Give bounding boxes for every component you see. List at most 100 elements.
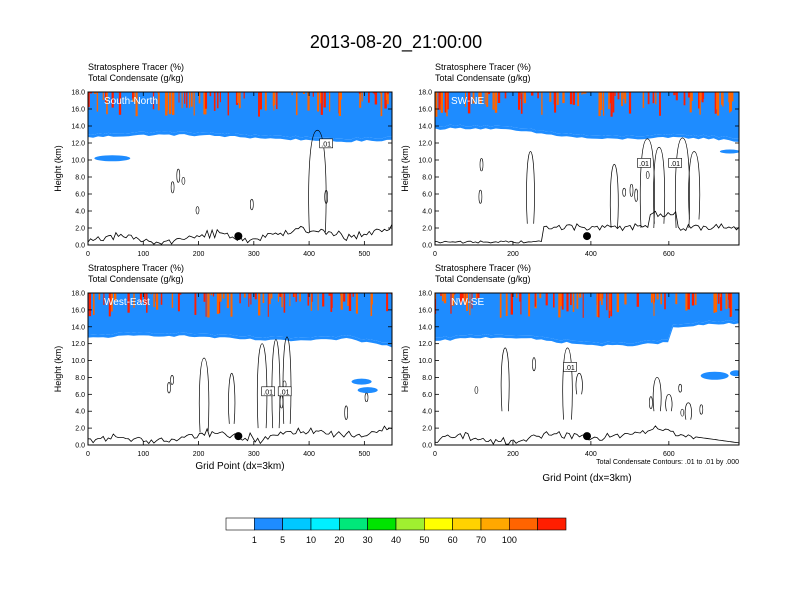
y-tick-label: 12.0: [418, 341, 432, 348]
colorbar-label: 50: [419, 535, 429, 545]
colorbar-label: 10: [306, 535, 316, 545]
y-tick-label: 10.0: [71, 158, 85, 165]
y-tick-label: 2.0: [422, 426, 432, 433]
condensate-contour-small: [649, 396, 653, 410]
condensate-contour-small: [474, 386, 479, 395]
y-tick-label: 16.0: [71, 107, 85, 114]
tracer-blob: [94, 155, 131, 162]
tracer-blob: [357, 387, 378, 394]
condensate-contour: [526, 151, 535, 224]
contour-label-box: [261, 386, 275, 397]
y-tick-label: 2.0: [75, 426, 85, 433]
panel-name: South-North: [104, 96, 158, 107]
y-tick-label: 2.0: [75, 226, 85, 233]
location-marker: [583, 432, 591, 441]
panel-name: NW-SE: [451, 297, 484, 308]
y-tick-label: 0.0: [75, 243, 85, 250]
panel-name: West-East: [104, 297, 150, 308]
location-marker: [234, 232, 243, 241]
y-tick-label: 0.0: [422, 243, 432, 250]
panel-west-east: .01 .01 0.0 2.0 4.0 6.0 8.0 10.0 12.0 14.0 16.0 18.…: [53, 263, 393, 472]
x-tick-label: 400: [303, 251, 315, 258]
x-axis-label: Grid Point (dx=3km): [542, 473, 631, 484]
colorbar-label: 1: [252, 535, 257, 545]
contour-label-box: [277, 386, 292, 397]
panel-south-north: .01 0.0 2.0 4.0 6.0 8.0 10.0 12.0 14.0 16.0 18.0 0 1…: [53, 62, 393, 258]
variable-line-1: Stratosphere Tracer (%): [88, 263, 184, 273]
colorbar-label: 70: [476, 535, 486, 545]
y-tick-label: 6.0: [422, 192, 432, 199]
contour-label-box: [319, 138, 333, 149]
y-tick-label: 10.0: [71, 358, 85, 365]
y-axis-label: Height (km): [53, 346, 63, 393]
x-tick-label: 600: [663, 451, 675, 458]
condensate-contour-small: [532, 357, 536, 372]
plot-frame: [434, 292, 740, 446]
tracer-band-10: [88, 293, 392, 345]
condensate-contour: [562, 347, 573, 420]
condensate-contour: [684, 402, 692, 420]
y-tick-label: 18.0: [418, 291, 432, 298]
x-tick-label: 400: [303, 451, 315, 458]
colorbar-swatch: [225, 517, 255, 531]
condensate-contour-small: [699, 404, 704, 415]
condensate-contour-small: [170, 181, 175, 194]
colorbar-swatch: [452, 517, 482, 531]
y-tick-label: 18.0: [418, 90, 432, 97]
y-tick-label: 4.0: [422, 209, 432, 216]
condensate-contour-small: [680, 408, 685, 417]
condensate-contour: [653, 146, 666, 224]
x-tick-label: 400: [585, 451, 597, 458]
y-tick-label: 12.0: [418, 141, 432, 148]
x-tick-label: 100: [137, 451, 149, 458]
y-tick-label: 4.0: [422, 409, 432, 416]
colorbar-swatch: [310, 517, 340, 531]
terrain-line: [435, 210, 739, 244]
location-marker: [583, 232, 591, 241]
contour-label: .01: [321, 141, 331, 148]
y-tick-label: 14.0: [71, 124, 85, 131]
condensate-contour: [228, 372, 236, 424]
colorbar-swatch: [367, 517, 397, 531]
figure-title: 2013-08-20_21:00:00: [309, 32, 483, 52]
condensate-contour: [652, 377, 662, 412]
contour-label: .01: [639, 161, 649, 168]
x-tick-label: 0: [433, 251, 437, 258]
y-tick-label: 8.0: [75, 375, 85, 382]
condensate-contour-small: [167, 382, 171, 394]
condensate-contour: [308, 129, 327, 233]
colorbar-swatch: [395, 517, 425, 531]
tracer-field: [435, 293, 739, 445]
condensate-contour-small: [195, 206, 200, 215]
colorbar-swatch: [508, 517, 538, 531]
tracer-fringe: [88, 332, 392, 348]
condensate-contour: [198, 357, 210, 433]
tracer-blob: [351, 378, 372, 385]
condensate-contour: [639, 138, 655, 229]
contour-label: .01: [670, 161, 680, 168]
tracer-fringe: [435, 124, 739, 142]
x-tick-label: 100: [137, 251, 149, 258]
y-axis-label: Height (km): [53, 145, 63, 192]
plot-frame: [87, 292, 393, 446]
y-tick-label: 16.0: [418, 107, 432, 114]
x-tick-label: 200: [507, 451, 519, 458]
colorbar-label: 30: [363, 535, 373, 545]
tracer-blob: [729, 370, 739, 377]
tracer-field: [435, 92, 739, 245]
condensate-contour: [500, 347, 510, 412]
y-tick-label: 16.0: [418, 307, 432, 314]
panel-name: SW-NE: [451, 96, 484, 107]
y-axis-label: Height (km): [400, 145, 410, 192]
y-tick-label: 14.0: [71, 324, 85, 331]
condensate-contour-small: [622, 187, 627, 197]
x-tick-label: 500: [359, 251, 371, 258]
condensate-contour: [688, 151, 701, 220]
colorbar-swatch: [423, 517, 453, 531]
condensate-contour-small: [634, 188, 639, 202]
colorbar-label: 40: [391, 535, 401, 545]
condensate-contour-small: [250, 198, 254, 211]
colorbar-label: 5: [280, 535, 285, 545]
x-tick-label: 300: [248, 451, 260, 458]
condensate-contour-small: [364, 392, 369, 403]
